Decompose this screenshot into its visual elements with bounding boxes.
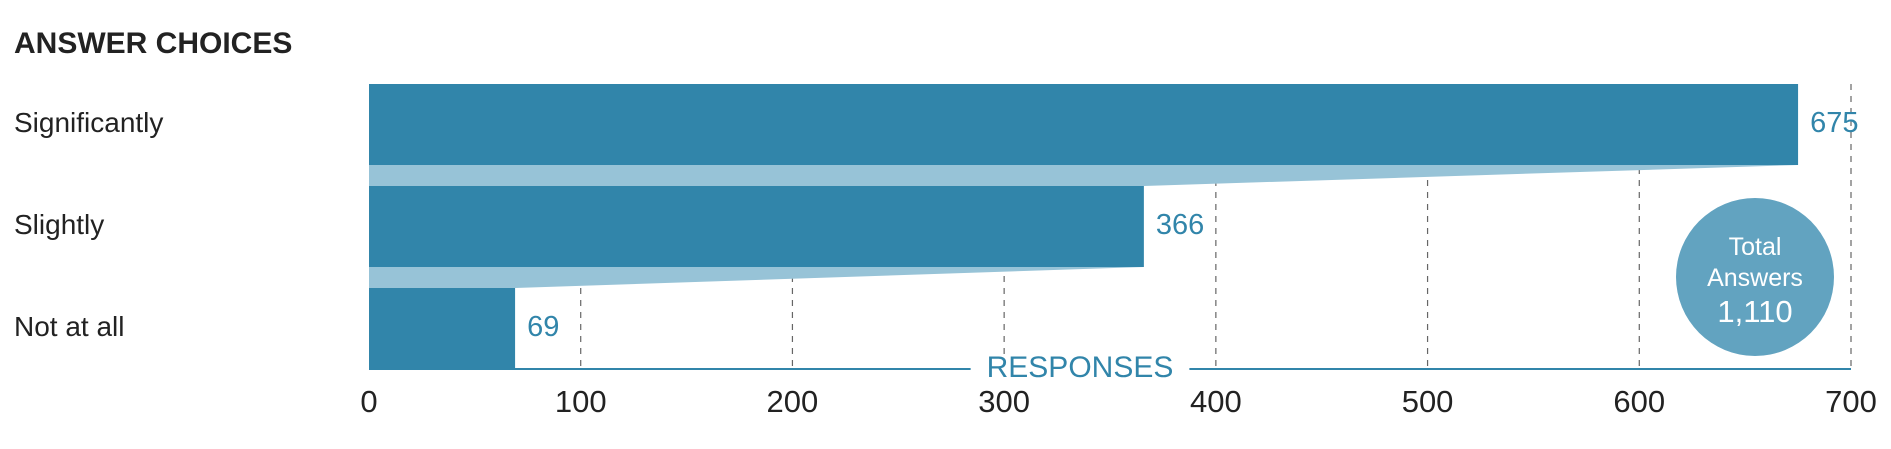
value-label: 366 xyxy=(1156,209,1204,241)
connector xyxy=(369,165,1799,186)
bar xyxy=(369,186,1144,267)
x-tick-label: 300 xyxy=(978,384,1030,419)
x-tick-label: 500 xyxy=(1402,384,1454,419)
x-axis-label: RESPONSES xyxy=(987,351,1174,384)
bar xyxy=(369,84,1799,165)
total-title: Total Answers xyxy=(1707,233,1803,292)
category-label: Slightly xyxy=(14,209,104,240)
value-label: 675 xyxy=(1810,107,1858,139)
x-tick-label: 0 xyxy=(360,384,377,419)
value-label: 69 xyxy=(527,311,559,343)
chart-title: ANSWER CHOICES xyxy=(14,27,292,60)
connector xyxy=(369,267,1144,288)
total-value: 1,110 xyxy=(1717,294,1793,329)
x-tick-label: 400 xyxy=(1190,384,1242,419)
x-tick-label: 200 xyxy=(767,384,819,419)
category-label: Not at all xyxy=(14,311,125,342)
x-tick-label: 700 xyxy=(1825,384,1877,419)
category-label: Significantly xyxy=(14,107,163,138)
x-tick-label: 600 xyxy=(1613,384,1665,419)
total-circle xyxy=(1676,198,1834,356)
x-tick-label: 100 xyxy=(555,384,607,419)
x-label-bg xyxy=(970,365,1190,373)
bar xyxy=(369,288,516,369)
